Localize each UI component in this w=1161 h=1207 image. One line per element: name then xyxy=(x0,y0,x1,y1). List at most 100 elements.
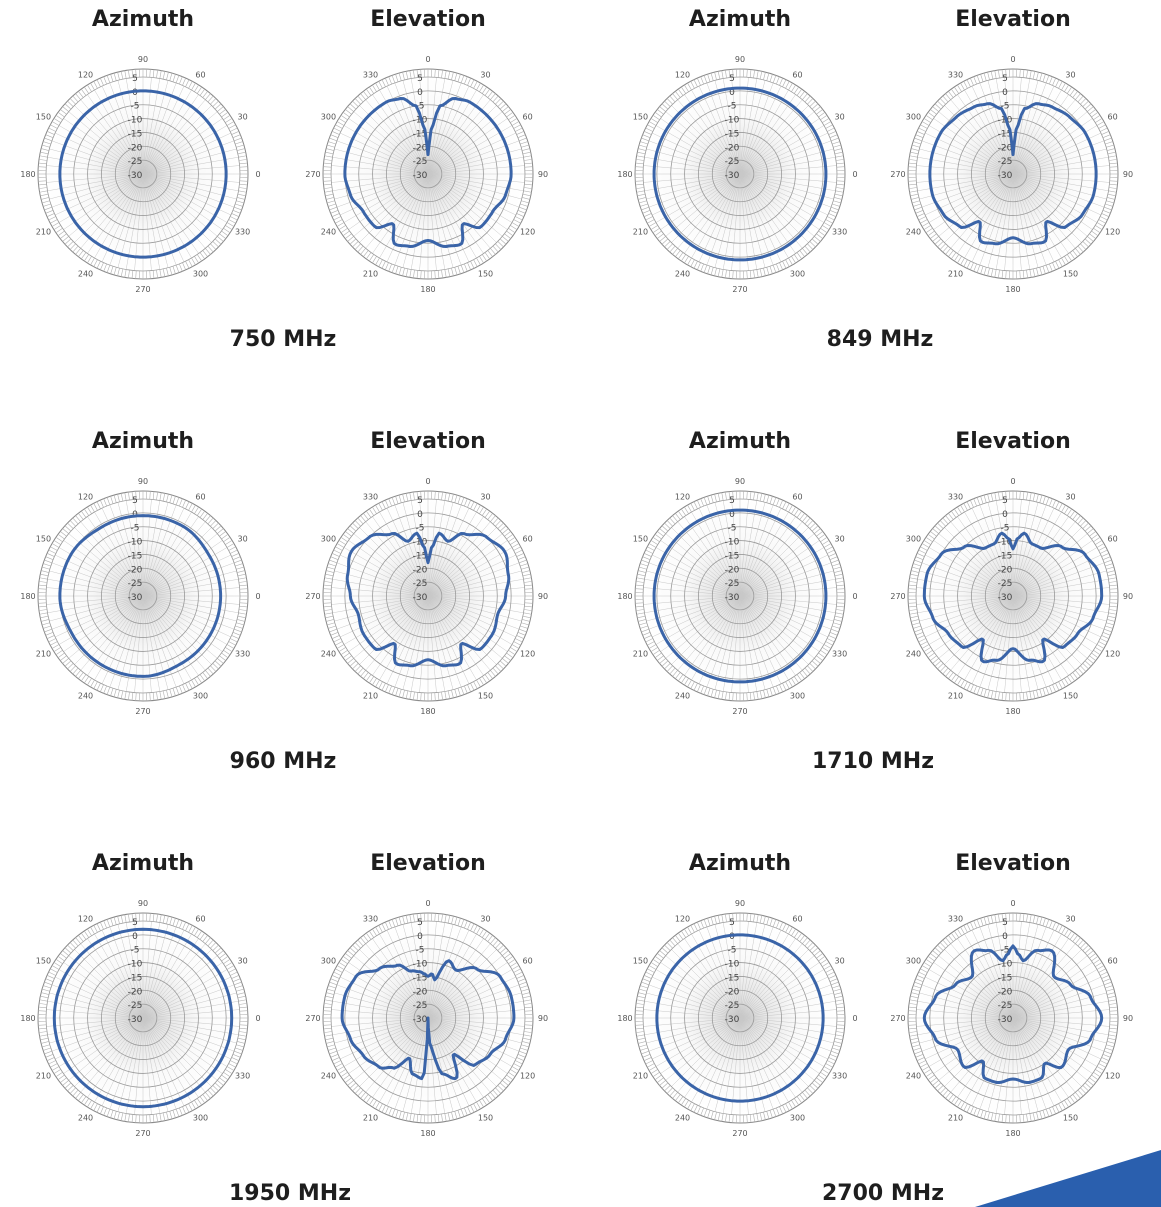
polar-tick xyxy=(1105,141,1113,145)
polar-tick xyxy=(366,674,372,682)
polar-tick xyxy=(908,1010,917,1012)
angle-tick-label: 150 xyxy=(1063,1114,1078,1123)
polar-tick xyxy=(357,667,364,675)
angle-tick-label: 0 xyxy=(425,55,430,64)
angle-tick-label: 300 xyxy=(321,113,336,122)
polar-tick xyxy=(405,1112,409,1121)
polar-tick xyxy=(46,131,55,135)
polar-tick xyxy=(832,203,840,207)
polar-spoke xyxy=(924,595,1014,638)
polar-tick xyxy=(707,1110,711,1118)
frequency-label-1710: 1710 MHz xyxy=(812,749,934,774)
polar-tick xyxy=(38,1031,47,1033)
polar-spoke xyxy=(739,1017,829,1060)
polar-tick xyxy=(135,692,137,701)
polar-tick xyxy=(1107,1037,1116,1041)
polar-spoke xyxy=(142,80,169,175)
polar-tick xyxy=(375,679,380,688)
polar-tick xyxy=(1005,270,1007,279)
polar-tick xyxy=(1055,1105,1060,1113)
polar-tick xyxy=(51,644,60,649)
polar-spoke xyxy=(427,511,477,597)
polar-tick xyxy=(1064,928,1069,936)
polar-tick xyxy=(643,553,652,557)
polar-spoke xyxy=(427,570,522,597)
polar-tick xyxy=(179,76,183,85)
polar-tick xyxy=(976,75,981,83)
polar-tick xyxy=(1108,190,1117,193)
polar-tick xyxy=(182,921,186,930)
polar-tick xyxy=(409,691,412,700)
polar-spoke xyxy=(655,547,741,597)
radial-tick-label: 5 xyxy=(729,74,735,84)
polar-spoke xyxy=(1012,502,1039,597)
polar-spoke xyxy=(142,173,177,266)
polar-tick xyxy=(45,134,54,138)
polar-tick xyxy=(818,956,826,962)
polar-spoke xyxy=(142,82,177,175)
polar-tick xyxy=(46,1057,55,1061)
polar-tick xyxy=(103,263,107,272)
polar-spoke xyxy=(101,173,144,263)
polar-spoke xyxy=(1012,1017,1039,1112)
polar-spoke xyxy=(142,1017,152,1115)
pattern-trace xyxy=(928,102,1098,246)
polar-spoke xyxy=(916,1017,1014,1027)
polar-tick xyxy=(349,525,357,532)
polar-spoke xyxy=(359,173,429,243)
polar-tick xyxy=(451,1112,454,1120)
polar-tick xyxy=(205,248,211,255)
polar-tick xyxy=(769,1110,773,1118)
polar-tick xyxy=(772,1109,777,1117)
polar-tick xyxy=(1082,663,1089,670)
polar-tick xyxy=(827,971,835,976)
radial-tick-label: -10 xyxy=(128,538,143,548)
polar-spoke xyxy=(142,165,240,175)
polar-tick xyxy=(45,210,54,214)
polar-tick xyxy=(681,508,687,516)
polar-tick xyxy=(39,999,48,1002)
polar-tick xyxy=(710,494,714,503)
polar-tick xyxy=(502,528,509,534)
polar-tick xyxy=(460,687,465,695)
polar-tick xyxy=(637,995,646,999)
polar-spoke xyxy=(142,540,223,597)
polar-tick xyxy=(347,528,354,534)
polar-tick xyxy=(487,250,493,257)
polar-tick xyxy=(517,556,526,560)
polar-tick xyxy=(232,1054,241,1058)
polar-spoke xyxy=(142,929,185,1019)
polar-tick xyxy=(325,573,334,577)
polar-tick xyxy=(336,121,345,126)
polar-tick xyxy=(238,577,247,580)
polar-tick xyxy=(326,988,335,992)
polar-tick xyxy=(728,69,731,78)
polar-tick xyxy=(908,166,917,168)
polar-tick xyxy=(149,692,151,701)
polar-spoke xyxy=(919,148,1014,175)
polar-tick xyxy=(62,106,69,112)
polar-tick xyxy=(519,628,527,633)
polar-ring xyxy=(344,934,512,1102)
polar-spoke xyxy=(739,955,815,1019)
polar-tick xyxy=(684,928,689,936)
polar-spoke xyxy=(74,949,144,1019)
polar-spoke xyxy=(427,173,491,249)
polar-tick xyxy=(323,1031,332,1033)
polar-tick xyxy=(476,504,481,513)
polar-spoke xyxy=(142,173,239,192)
polar-tick xyxy=(172,74,176,82)
polar-tick xyxy=(524,609,533,611)
polar-tick xyxy=(457,74,461,82)
polar-tick xyxy=(809,944,816,951)
polar-spoke xyxy=(142,1017,206,1093)
polar-spoke xyxy=(410,1017,429,1114)
polar-spoke xyxy=(1012,929,1055,1019)
polar-spoke xyxy=(402,1017,429,1112)
polar-tick xyxy=(326,148,334,151)
polar-spoke xyxy=(334,595,429,622)
angle-tick-label: 180 xyxy=(617,592,632,601)
polar-tick xyxy=(238,155,247,158)
polar-tick xyxy=(836,166,845,168)
polar-spoke xyxy=(109,1017,144,1110)
